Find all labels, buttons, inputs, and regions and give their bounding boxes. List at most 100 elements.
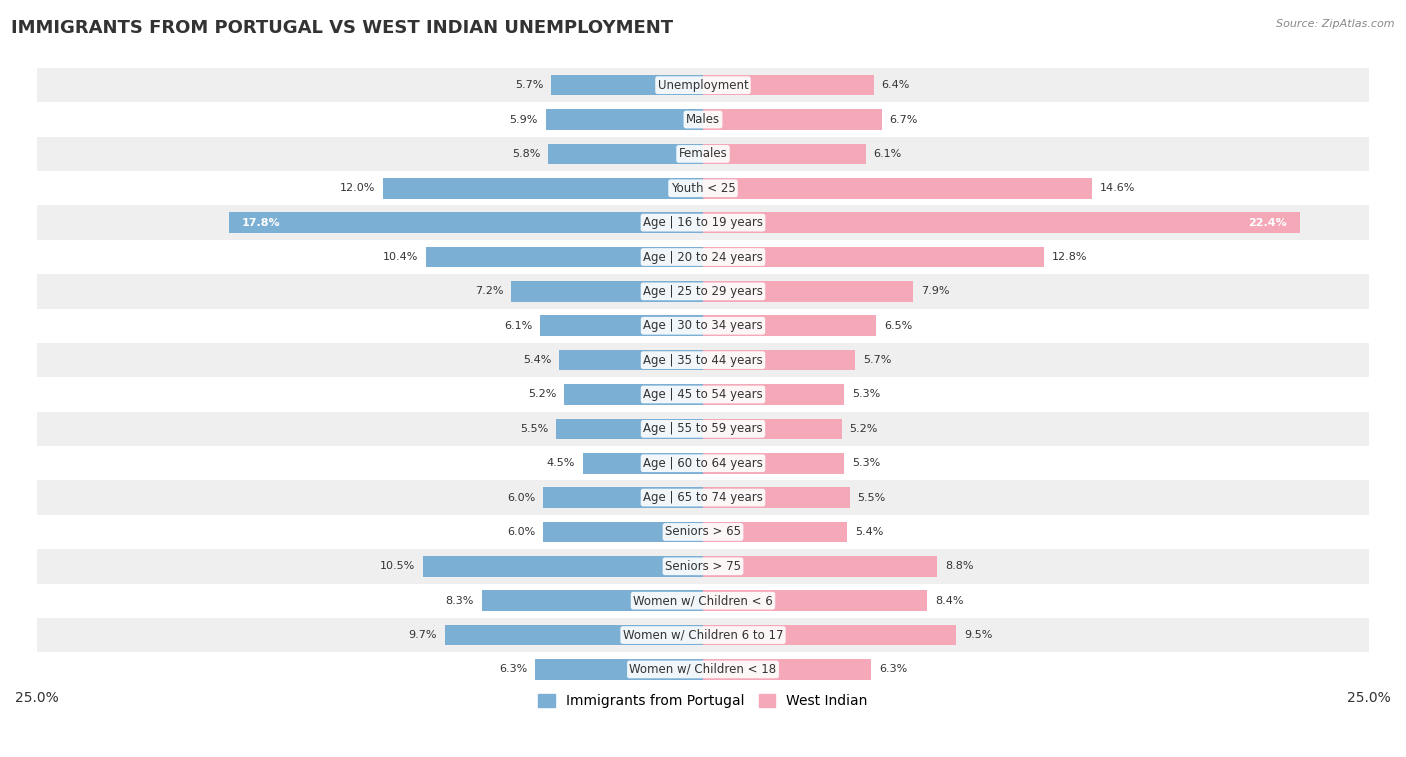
Bar bbox=[703, 281, 914, 302]
Bar bbox=[557, 419, 703, 439]
Text: 5.3%: 5.3% bbox=[852, 458, 880, 469]
Text: Seniors > 75: Seniors > 75 bbox=[665, 560, 741, 573]
Bar bbox=[37, 205, 1369, 240]
Text: 7.9%: 7.9% bbox=[921, 286, 950, 297]
Text: Age | 65 to 74 years: Age | 65 to 74 years bbox=[643, 491, 763, 504]
Bar bbox=[482, 590, 703, 611]
Bar bbox=[536, 659, 703, 680]
Text: Source: ZipAtlas.com: Source: ZipAtlas.com bbox=[1277, 19, 1395, 29]
Bar bbox=[37, 653, 1369, 687]
Bar bbox=[551, 75, 703, 95]
Bar bbox=[37, 481, 1369, 515]
Text: 6.1%: 6.1% bbox=[873, 149, 901, 159]
Text: 9.5%: 9.5% bbox=[965, 630, 993, 640]
Bar bbox=[703, 316, 876, 336]
Bar bbox=[703, 109, 882, 130]
Bar bbox=[703, 625, 956, 646]
Text: 6.5%: 6.5% bbox=[884, 321, 912, 331]
Text: Age | 16 to 19 years: Age | 16 to 19 years bbox=[643, 217, 763, 229]
Text: 5.5%: 5.5% bbox=[858, 493, 886, 503]
Bar bbox=[37, 240, 1369, 274]
Text: 12.8%: 12.8% bbox=[1052, 252, 1088, 262]
Bar bbox=[37, 515, 1369, 549]
Text: Age | 45 to 54 years: Age | 45 to 54 years bbox=[643, 388, 763, 401]
Bar bbox=[703, 75, 873, 95]
Bar bbox=[560, 350, 703, 370]
Text: Age | 30 to 34 years: Age | 30 to 34 years bbox=[643, 319, 763, 332]
Bar bbox=[703, 178, 1092, 198]
Bar bbox=[703, 350, 855, 370]
Text: 14.6%: 14.6% bbox=[1099, 183, 1136, 193]
Bar bbox=[546, 109, 703, 130]
Text: 6.3%: 6.3% bbox=[879, 665, 907, 674]
Legend: Immigrants from Portugal, West Indian: Immigrants from Portugal, West Indian bbox=[533, 689, 873, 714]
Bar bbox=[583, 453, 703, 474]
Text: 5.3%: 5.3% bbox=[852, 390, 880, 400]
Bar bbox=[703, 247, 1045, 267]
Text: 5.2%: 5.2% bbox=[849, 424, 877, 434]
Text: 10.4%: 10.4% bbox=[382, 252, 418, 262]
Bar bbox=[37, 171, 1369, 205]
Text: Age | 25 to 29 years: Age | 25 to 29 years bbox=[643, 285, 763, 298]
Bar bbox=[703, 488, 849, 508]
Text: 6.0%: 6.0% bbox=[508, 493, 536, 503]
Text: Age | 20 to 24 years: Age | 20 to 24 years bbox=[643, 251, 763, 263]
Text: Youth < 25: Youth < 25 bbox=[671, 182, 735, 195]
Text: IMMIGRANTS FROM PORTUGAL VS WEST INDIAN UNEMPLOYMENT: IMMIGRANTS FROM PORTUGAL VS WEST INDIAN … bbox=[11, 19, 673, 37]
Text: 5.8%: 5.8% bbox=[512, 149, 540, 159]
Bar bbox=[703, 522, 846, 542]
Bar bbox=[37, 274, 1369, 309]
Bar bbox=[423, 556, 703, 577]
Bar bbox=[37, 68, 1369, 102]
Text: 12.0%: 12.0% bbox=[340, 183, 375, 193]
Bar bbox=[703, 384, 844, 405]
Text: 8.3%: 8.3% bbox=[446, 596, 474, 606]
Text: 22.4%: 22.4% bbox=[1247, 218, 1286, 228]
Bar bbox=[540, 316, 703, 336]
Text: 7.2%: 7.2% bbox=[475, 286, 503, 297]
Bar bbox=[37, 446, 1369, 481]
Text: 5.7%: 5.7% bbox=[863, 355, 891, 365]
Bar bbox=[37, 549, 1369, 584]
Bar bbox=[444, 625, 703, 646]
Bar bbox=[37, 343, 1369, 377]
Bar bbox=[37, 412, 1369, 446]
Bar bbox=[703, 556, 938, 577]
Text: 5.5%: 5.5% bbox=[520, 424, 548, 434]
Text: Women w/ Children < 6: Women w/ Children < 6 bbox=[633, 594, 773, 607]
Bar bbox=[543, 488, 703, 508]
Bar bbox=[384, 178, 703, 198]
Text: 5.2%: 5.2% bbox=[529, 390, 557, 400]
Bar bbox=[37, 618, 1369, 653]
Bar bbox=[37, 584, 1369, 618]
Bar bbox=[37, 102, 1369, 137]
Text: 10.5%: 10.5% bbox=[380, 562, 415, 572]
Bar bbox=[703, 419, 842, 439]
Text: 9.7%: 9.7% bbox=[408, 630, 436, 640]
Text: 6.4%: 6.4% bbox=[882, 80, 910, 90]
Text: 4.5%: 4.5% bbox=[547, 458, 575, 469]
Text: Males: Males bbox=[686, 113, 720, 126]
Bar bbox=[426, 247, 703, 267]
Text: 5.7%: 5.7% bbox=[515, 80, 543, 90]
Text: Females: Females bbox=[679, 148, 727, 160]
Text: 6.1%: 6.1% bbox=[505, 321, 533, 331]
Bar bbox=[703, 212, 1301, 233]
Bar bbox=[548, 144, 703, 164]
Text: Women w/ Children < 18: Women w/ Children < 18 bbox=[630, 663, 776, 676]
Text: Seniors > 65: Seniors > 65 bbox=[665, 525, 741, 538]
Bar bbox=[37, 137, 1369, 171]
Text: 8.4%: 8.4% bbox=[935, 596, 963, 606]
Text: Age | 35 to 44 years: Age | 35 to 44 years bbox=[643, 354, 763, 366]
Text: 6.7%: 6.7% bbox=[890, 114, 918, 125]
Text: 17.8%: 17.8% bbox=[242, 218, 281, 228]
Bar bbox=[37, 377, 1369, 412]
Bar bbox=[543, 522, 703, 542]
Bar bbox=[703, 590, 927, 611]
Bar bbox=[564, 384, 703, 405]
Bar bbox=[703, 453, 844, 474]
Bar bbox=[703, 144, 866, 164]
Text: Unemployment: Unemployment bbox=[658, 79, 748, 92]
Text: Women w/ Children 6 to 17: Women w/ Children 6 to 17 bbox=[623, 628, 783, 641]
Text: Age | 55 to 59 years: Age | 55 to 59 years bbox=[643, 422, 763, 435]
